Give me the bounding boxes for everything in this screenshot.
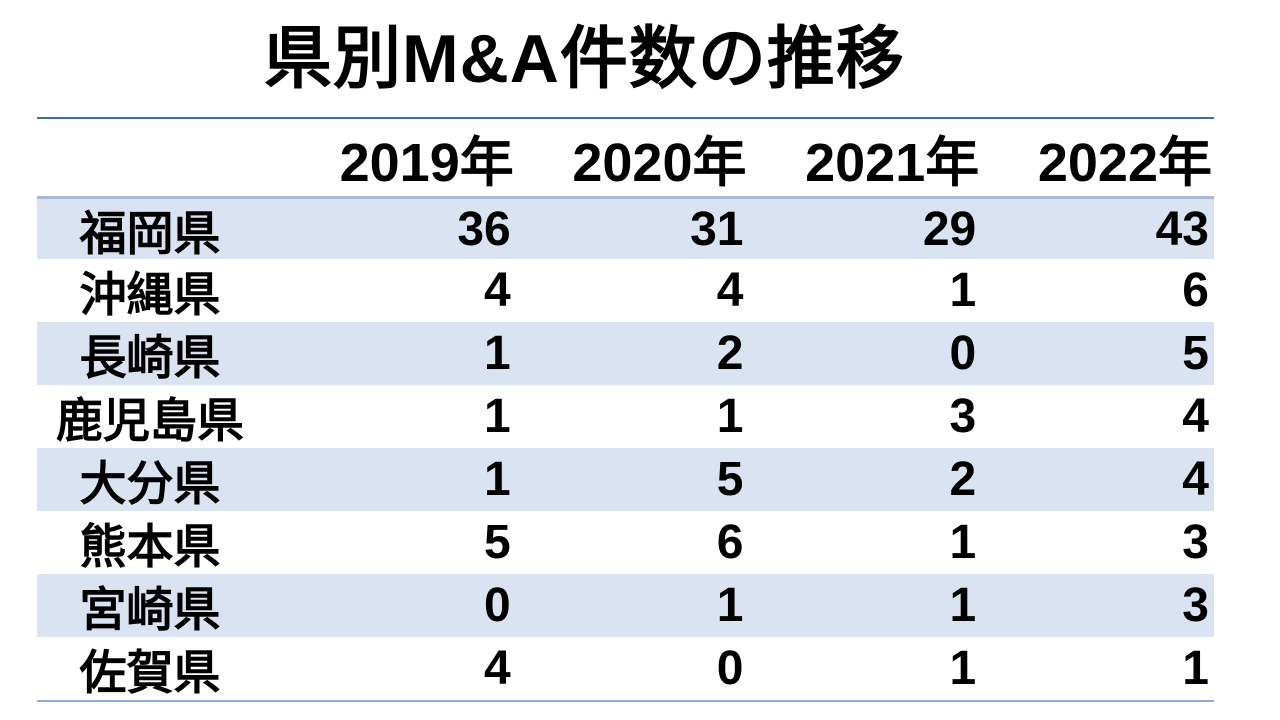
row-value: 1 bbox=[949, 579, 977, 632]
table-row-miyazaki: 宮崎県 0 1 1 3 bbox=[37, 574, 1214, 637]
row-value: 4 bbox=[484, 642, 511, 695]
ma-counts-table: 2019年 2020年 2021年 2022年 福岡県 36 31 29 43 … bbox=[37, 119, 1214, 700]
row-value: 5 bbox=[716, 453, 744, 506]
row-value: 4 bbox=[484, 264, 511, 317]
row-value: 1 bbox=[484, 390, 511, 443]
row-value: 6 bbox=[1182, 264, 1209, 317]
table-header-row: 2019年 2020年 2021年 2022年 bbox=[37, 119, 1214, 196]
row-value: 43 bbox=[1155, 202, 1209, 256]
header-cell-2020: 2020年 bbox=[572, 133, 747, 193]
row-value: 3 bbox=[1182, 516, 1209, 569]
row-value: 6 bbox=[716, 516, 744, 569]
row-value: 0 bbox=[949, 327, 977, 380]
row-value: 0 bbox=[484, 579, 511, 632]
row-value: 36 bbox=[457, 202, 511, 256]
row-value: 2 bbox=[949, 453, 977, 506]
header-cell-prefecture bbox=[37, 119, 283, 196]
row-value: 4 bbox=[1182, 390, 1209, 443]
row-value: 1 bbox=[1182, 642, 1209, 695]
row-value: 5 bbox=[484, 516, 511, 569]
row-value: 1 bbox=[949, 516, 977, 569]
row-label: 宮崎県 bbox=[79, 583, 221, 636]
header-cell-2022: 2022年 bbox=[1037, 133, 1212, 193]
table-row-okinawa: 沖縄県 4 4 1 6 bbox=[37, 259, 1214, 322]
row-label: 佐賀県 bbox=[79, 646, 221, 699]
header-cell-2019: 2019年 bbox=[339, 133, 514, 193]
header-cell-2021: 2021年 bbox=[805, 133, 980, 193]
row-value: 4 bbox=[1182, 453, 1209, 506]
row-label: 鹿児島県 bbox=[56, 394, 244, 447]
row-value: 1 bbox=[716, 579, 744, 632]
row-label: 長崎県 bbox=[79, 331, 221, 384]
row-value: 29 bbox=[922, 202, 977, 256]
table-row-kagoshima: 鹿児島県 1 1 3 4 bbox=[37, 385, 1214, 448]
row-value: 4 bbox=[716, 264, 744, 317]
table-row-nagasaki: 長崎県 1 2 0 5 bbox=[37, 322, 1214, 385]
row-label: 熊本県 bbox=[79, 520, 221, 573]
row-value: 1 bbox=[949, 642, 977, 695]
row-value: 2 bbox=[716, 327, 744, 380]
row-value: 3 bbox=[1182, 579, 1209, 632]
row-value: 5 bbox=[1182, 327, 1209, 380]
row-label: 大分県 bbox=[79, 457, 221, 510]
title-underline bbox=[37, 117, 1214, 119]
row-value: 0 bbox=[716, 642, 744, 695]
row-value: 3 bbox=[949, 390, 977, 443]
table-row-kumamoto: 熊本県 5 6 1 3 bbox=[37, 511, 1214, 574]
row-value: 1 bbox=[484, 327, 511, 380]
page-title: 県別M&A件数の推移 bbox=[264, 21, 905, 97]
row-value: 1 bbox=[716, 390, 744, 443]
row-label: 沖縄県 bbox=[79, 268, 221, 321]
row-value: 31 bbox=[690, 202, 744, 256]
row-label: 福岡県 bbox=[79, 206, 221, 260]
table-bottom-border bbox=[37, 700, 1214, 702]
table-row-saga: 佐賀県 4 0 1 1 bbox=[37, 637, 1214, 700]
table-row-oita: 大分県 1 5 2 4 bbox=[37, 448, 1214, 511]
row-value: 1 bbox=[484, 453, 511, 506]
row-value: 1 bbox=[949, 264, 977, 317]
table-row-fukuoka: 福岡県 36 31 29 43 bbox=[37, 196, 1214, 259]
